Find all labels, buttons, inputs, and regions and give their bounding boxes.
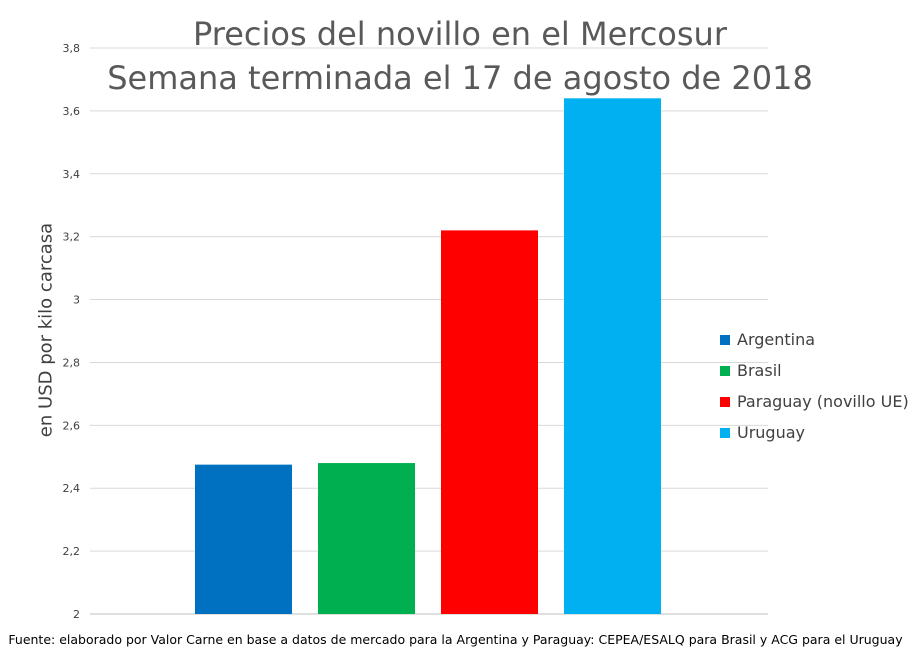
y-tick-labels: 2 2,2 2,4 2,6 2,8 3 3,2 3,4 3,6 3,8 [63, 42, 81, 621]
legend-item: Paraguay (novillo UE) [720, 386, 909, 417]
legend-label: Argentina [737, 330, 816, 349]
legend: Argentina Brasil Paraguay (novillo UE) Urug… [720, 324, 909, 448]
legend-label: Brasil [737, 361, 782, 380]
legend-item: Argentina [720, 324, 909, 355]
source-note: Fuente: elaborado por Valor Carne en bas… [8, 632, 903, 647]
bar-uruguay [564, 98, 661, 615]
bar-argentina [195, 464, 292, 614]
bar-paraguay [441, 230, 538, 614]
legend-item: Brasil [720, 355, 909, 386]
y-tick-label: 2,8 [63, 356, 81, 369]
y-tick-label: 2,6 [63, 419, 81, 432]
y-tick-label: 2 [73, 608, 80, 621]
chart-subtitle: Semana terminada el 17 de agosto de 2018 [107, 59, 813, 97]
legend-swatch [720, 427, 730, 438]
legend-item: Uruguay [720, 417, 909, 448]
y-tick-label: 3 [73, 294, 80, 307]
y-tick-label: 3,8 [63, 42, 81, 55]
y-tick-label: 3,2 [63, 231, 81, 244]
legend-swatch [720, 365, 730, 376]
y-tick-label: 3,4 [63, 168, 81, 181]
legend-swatch [720, 334, 730, 345]
legend-swatch [720, 396, 730, 407]
bar-brasil [318, 463, 415, 614]
gridlines [90, 47, 768, 615]
y-tick-label: 2,4 [63, 482, 81, 495]
bars [195, 98, 661, 615]
chart-title: Precios del novillo en el Mercosur [193, 15, 727, 53]
legend-label: Paraguay (novillo UE) [737, 392, 909, 411]
y-axis-label: en USD por kilo carcasa [35, 222, 57, 438]
y-tick-label: 2,2 [63, 545, 81, 558]
legend-label: Uruguay [737, 423, 805, 442]
y-tick-label: 3,6 [63, 105, 81, 118]
